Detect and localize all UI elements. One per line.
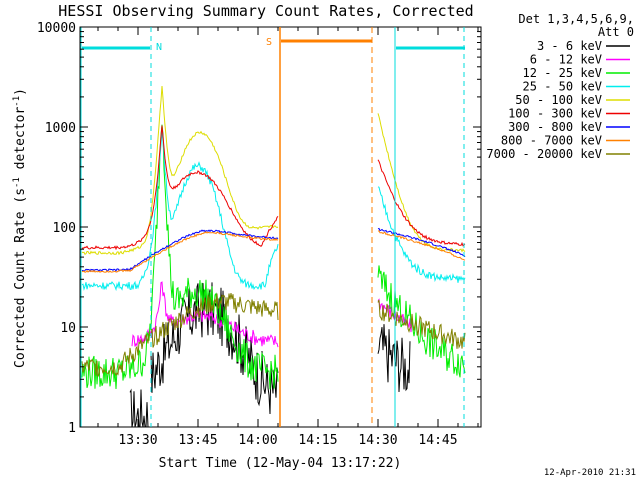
chart-title: HESSI Observing Summary Count Rates, Cor… (58, 2, 473, 20)
legend-entry: 7000 - 20000 keV (486, 147, 602, 161)
x-tick-label: 14:00 (238, 433, 277, 448)
legend-entry: 3 - 6 keV (537, 39, 602, 53)
night-marker-label: N (156, 42, 162, 53)
legend-entry: 100 - 300 keV (508, 107, 602, 121)
footer-date: 12-Apr-2010 21:31 (544, 468, 636, 478)
series-line-4 (81, 131, 466, 292)
y-tick-label: 1 (68, 421, 76, 436)
series-line-8 (81, 230, 466, 273)
legend-entry: 300 - 800 keV (508, 120, 602, 134)
y-tick-label: 10000 (37, 21, 76, 36)
x-axis-label: Start Time (12-May-04 13:17:22) (159, 456, 402, 471)
legend-header: Det 1,3,4,5,6,9, (518, 12, 634, 26)
legend-entry: 6 - 12 keV (530, 53, 602, 67)
legend-header-att: Att 0 (598, 25, 634, 39)
x-tick-label: 13:30 (118, 433, 157, 448)
saa-marker-label: S (266, 37, 272, 48)
y-axis-label: Corrected Count Rate (s-1 detector-1) (12, 88, 28, 368)
x-tick-label: 14:45 (418, 433, 457, 448)
legend-entry: 12 - 25 keV (523, 66, 602, 80)
legend-entry: 800 - 7000 keV (501, 134, 602, 148)
series-line-6 (81, 125, 466, 251)
x-tick-label: 14:15 (298, 433, 337, 448)
y-tick-label: 1000 (45, 121, 76, 136)
legend-entry: 50 - 100 keV (515, 93, 602, 107)
series-line-9 (81, 293, 466, 377)
series-line-5 (81, 85, 466, 256)
series-line-7 (81, 227, 466, 273)
x-tick-label: 14:30 (358, 433, 397, 448)
y-tick-label: 10 (60, 321, 76, 336)
y-tick-label: 100 (53, 221, 76, 236)
series-line-1 (129, 282, 411, 428)
legend-entry: 25 - 50 keV (523, 80, 602, 94)
x-tick-label: 13:45 (178, 433, 217, 448)
